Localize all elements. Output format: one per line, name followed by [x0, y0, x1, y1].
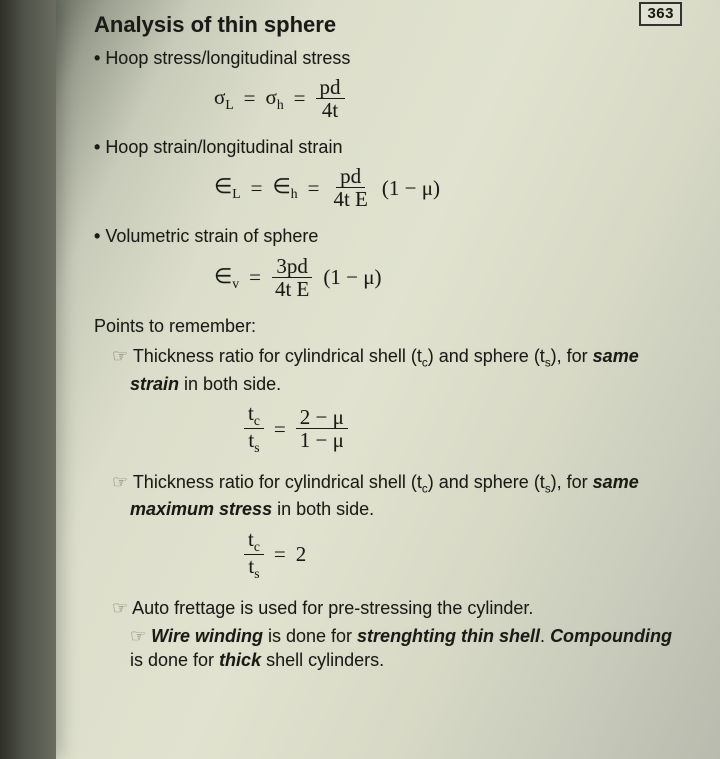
page-content: 363 Analysis of thin sphere Hoop stress/… — [56, 0, 712, 759]
bullet-hoop-strain: Hoop strain/longitudinal strain — [94, 135, 678, 159]
eq: = — [274, 415, 286, 443]
book-spine — [0, 0, 56, 759]
val: 2 — [296, 540, 307, 568]
sigma-h: σh — [266, 83, 284, 115]
point-auto-frettage: Auto frettage is used for pre-stressing … — [112, 596, 678, 620]
bullet-vol-strain: Volumetric strain of sphere — [94, 224, 678, 248]
eps-v: ∈v — [214, 262, 239, 294]
points-header: Points to remember: — [94, 314, 678, 338]
sigma-L: σL — [214, 83, 234, 115]
fraction: 2 − μ 1 − μ — [296, 406, 348, 451]
section-title: Analysis of thin sphere — [94, 10, 678, 40]
formula-hoop-strain: ∈L = ∈h = pd 4t E (1 − μ) — [214, 165, 678, 210]
eq: = — [249, 263, 261, 291]
fraction: pd 4t E — [329, 165, 371, 210]
formula-ratio-stress: tc ts = 2 — [244, 528, 678, 582]
formula-ratio-strain: tc ts = 2 − μ 1 − μ — [244, 402, 678, 456]
eps-h: ∈h — [272, 172, 297, 204]
tail: (1 − μ) — [382, 174, 440, 202]
fraction: pd 4t — [316, 76, 345, 121]
point-wire-winding: Wire winding is done for strenghting thi… — [112, 624, 678, 673]
point-same-stress: Thickness ratio for cylindrical shell (t… — [112, 470, 678, 522]
eq: = — [308, 174, 320, 202]
formula-vol-strain: ∈v = 3pd 4t E (1 − μ) — [214, 255, 678, 300]
eq: = — [244, 84, 256, 112]
formula-hoop-stress: σL = σh = pd 4t — [214, 76, 678, 121]
eq: = — [294, 84, 306, 112]
page-number-box: 363 — [639, 2, 682, 26]
tail: (1 − μ) — [323, 263, 381, 291]
eq: = — [251, 174, 263, 202]
eps-L: ∈L — [214, 172, 241, 204]
bullet-hoop-stress: Hoop stress/longitudinal stress — [94, 46, 678, 70]
tc-ts: tc ts — [244, 402, 264, 456]
point-same-strain: Thickness ratio for cylindrical shell (t… — [112, 344, 678, 396]
eq: = — [274, 540, 286, 568]
fraction: 3pd 4t E — [271, 255, 313, 300]
tc-ts: tc ts — [244, 528, 264, 582]
